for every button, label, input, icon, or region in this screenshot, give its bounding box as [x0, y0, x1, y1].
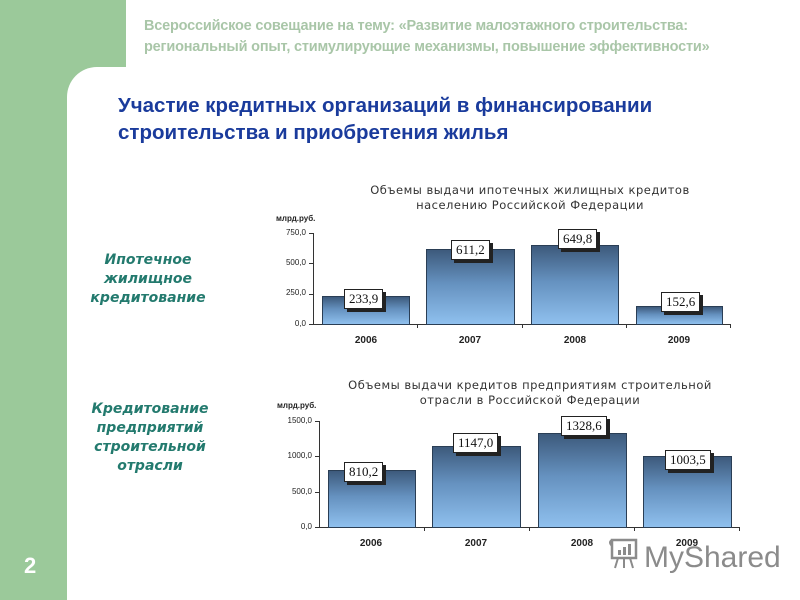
data-label: 233,9 — [344, 289, 384, 309]
side-label-mortgage: Ипотечное жилищное кредитование — [78, 251, 218, 308]
y-axis-unit: млрд.руб. — [276, 214, 316, 223]
side-label-line: кредитование — [90, 290, 206, 306]
x-label: 2009 — [667, 335, 691, 346]
slide-title-line-1: Участие кредитных организаций в финансир… — [118, 94, 653, 117]
bar-2006 — [322, 296, 410, 325]
bar-2007 — [426, 249, 515, 325]
side-label-line: предприятий — [96, 420, 204, 436]
data-label: 1003,5 — [665, 450, 711, 470]
tick — [315, 492, 319, 493]
x-label: 2006 — [359, 538, 383, 549]
x-label: 2007 — [464, 538, 488, 549]
x-axis — [315, 527, 739, 528]
chart-title-line: Объемы выдачи кредитов предприятиям стро… — [348, 378, 712, 392]
data-label: 152,6 — [661, 292, 701, 312]
watermark-text: MyShared — [644, 541, 781, 574]
chart-title: Объемы выдачи ипотечных жилищных кредито… — [300, 183, 760, 213]
watermark: MyShared — [608, 536, 781, 580]
side-label-line: жилищное — [103, 271, 193, 287]
bar-2008 — [538, 433, 627, 528]
tick — [309, 294, 313, 295]
chart-title: Объемы выдачи кредитов предприятиям стро… — [300, 378, 760, 408]
side-label-line: Кредитование — [91, 401, 209, 417]
y-tick: 500,0 — [291, 487, 312, 496]
x-label: 2008 — [563, 335, 587, 346]
chart-title-line: населению Российской Федерации — [416, 198, 644, 212]
chart-title-line: отрасли в Российской Федерации — [419, 393, 641, 407]
tick — [309, 233, 313, 234]
tick — [309, 263, 313, 264]
x-label: 2007 — [458, 335, 482, 346]
conference-line-2: региональный опыт, стимулирующие механиз… — [144, 39, 710, 55]
y-tick: 1000,0 — [287, 451, 312, 460]
y-axis — [313, 233, 314, 325]
presentation-chart-icon — [608, 536, 640, 580]
data-label: 649,8 — [558, 229, 598, 249]
tick — [634, 527, 635, 531]
tick — [730, 324, 731, 328]
side-label-construction: Кредитование предприятий строительной от… — [78, 400, 222, 476]
tick — [739, 527, 740, 531]
side-label-line: Ипотечное — [104, 252, 192, 268]
data-label: 1147,0 — [453, 433, 499, 453]
data-label: 611,2 — [451, 240, 490, 260]
y-tick: 750,0 — [285, 228, 306, 237]
slide-title-line-2: строительства и приобретения жилья — [118, 121, 509, 144]
tick — [417, 324, 418, 328]
green-side-band — [0, 0, 67, 600]
tick — [522, 324, 523, 328]
y-tick: 500,0 — [285, 258, 306, 267]
tick — [315, 456, 319, 457]
x-label: 2009 — [675, 538, 699, 549]
slide-title: Участие кредитных организаций в финансир… — [118, 92, 798, 146]
tick — [315, 421, 319, 422]
y-tick: 1500,0 — [287, 416, 312, 425]
rounded-corner — [67, 67, 127, 127]
x-axis — [309, 324, 731, 325]
bar-2008 — [531, 245, 619, 325]
page-number: 2 — [24, 553, 37, 578]
data-label: 810,2 — [344, 462, 384, 482]
green-top-band — [0, 0, 126, 67]
chart-title-line: Объемы выдачи ипотечных жилищных кредито… — [370, 183, 690, 197]
conference-line-1: Всероссийское совещание на тему: «Развит… — [144, 18, 688, 34]
tick — [424, 527, 425, 531]
x-label: 2006 — [354, 335, 378, 346]
bar-2007 — [432, 446, 521, 528]
conference-header: Всероссийское совещание на тему: «Развит… — [144, 16, 794, 58]
side-label-line: отрасли — [117, 458, 183, 474]
y-tick: 0,0 — [300, 522, 312, 531]
tick — [626, 324, 627, 328]
y-axis — [319, 421, 320, 528]
tick — [529, 527, 530, 531]
data-label: 1328,6 — [561, 416, 607, 436]
y-axis-unit: млрд.руб. — [277, 401, 317, 410]
x-label: 2008 — [570, 538, 594, 549]
y-tick: 0,0 — [294, 319, 306, 328]
side-label-line: строительной — [94, 439, 206, 455]
y-tick: 250,0 — [285, 288, 306, 297]
